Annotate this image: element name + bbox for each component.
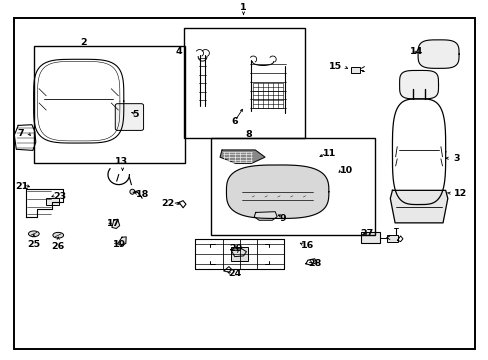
Text: 22: 22: [161, 199, 174, 208]
Text: 18: 18: [136, 190, 149, 199]
Bar: [350, 67, 359, 73]
Text: 14: 14: [409, 47, 423, 56]
Text: 27: 27: [360, 229, 373, 238]
Text: 26: 26: [52, 242, 65, 251]
Ellipse shape: [28, 231, 39, 237]
FancyBboxPatch shape: [115, 104, 143, 130]
Text: 12: 12: [453, 189, 467, 198]
Text: 5: 5: [132, 109, 139, 118]
Bar: [34, 46, 184, 163]
Text: 8: 8: [244, 130, 251, 139]
Polygon shape: [112, 219, 120, 229]
Polygon shape: [417, 40, 458, 68]
Text: 6: 6: [231, 117, 238, 126]
Bar: [231, 247, 247, 261]
Ellipse shape: [53, 232, 63, 238]
Ellipse shape: [130, 189, 135, 194]
Bar: [360, 232, 379, 243]
Text: 10: 10: [339, 166, 352, 175]
Polygon shape: [220, 150, 264, 163]
Text: 4: 4: [175, 48, 182, 57]
Bar: [183, 28, 305, 138]
Text: 25: 25: [27, 239, 41, 248]
Polygon shape: [230, 248, 246, 257]
Text: 21: 21: [15, 182, 28, 191]
Text: 3: 3: [452, 154, 459, 163]
Text: 28: 28: [307, 258, 321, 267]
Polygon shape: [399, 71, 438, 99]
Text: 11: 11: [322, 149, 335, 158]
Text: 13: 13: [115, 157, 128, 166]
Polygon shape: [254, 212, 277, 220]
Text: 16: 16: [301, 242, 314, 251]
Text: 2: 2: [80, 38, 87, 47]
Polygon shape: [226, 165, 328, 219]
Text: 20: 20: [229, 244, 242, 253]
Bar: [211, 138, 374, 234]
Text: 23: 23: [53, 192, 66, 201]
Text: 9: 9: [279, 213, 285, 222]
Bar: [46, 198, 59, 206]
Text: 17: 17: [107, 219, 120, 228]
Text: 1: 1: [240, 3, 246, 12]
Text: 7: 7: [18, 130, 24, 139]
Text: 19: 19: [113, 240, 126, 249]
Text: 15: 15: [328, 62, 341, 71]
Text: 24: 24: [227, 269, 241, 278]
Polygon shape: [389, 190, 447, 223]
Polygon shape: [118, 237, 126, 246]
Bar: [386, 235, 397, 242]
